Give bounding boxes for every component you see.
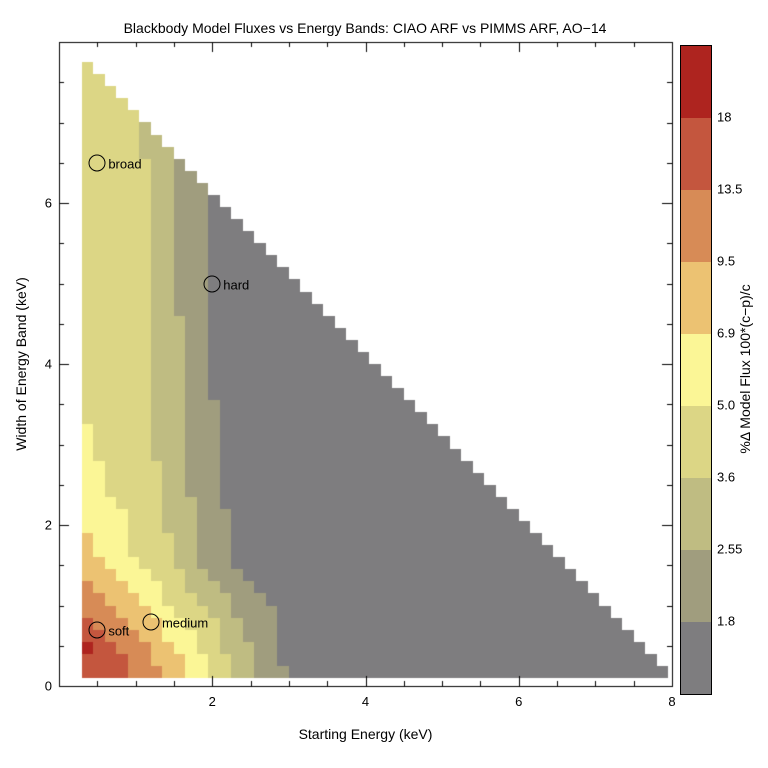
band-point-circle-medium — [142, 613, 160, 631]
colorbar-tick-label: 9.5 — [717, 253, 736, 269]
y-tick-label: 4 — [44, 356, 52, 372]
band-point-circle-broad — [88, 154, 106, 172]
y-axis-label: Width of Energy Band (keV) — [13, 277, 29, 451]
colorbar-band — [681, 118, 711, 190]
x-tick-label: 8 — [668, 694, 676, 709]
colorbar-band — [681, 262, 711, 334]
colorbar-tick-label: 5.0 — [717, 397, 736, 413]
colorbar-tick-label: 13.5 — [717, 181, 743, 197]
x-axis-label: Starting Energy (keV) — [298, 726, 433, 742]
colorbar-tick-label: 1.8 — [717, 613, 736, 629]
colorbar-band — [681, 550, 711, 622]
colorbar-label: %Δ Model Flux 100*(c−p)/c — [737, 284, 753, 454]
colorbar-tick-label: 6.9 — [717, 325, 736, 341]
colorbar-band — [681, 478, 711, 550]
colorbar-band — [681, 622, 711, 694]
colorbar-tick-label: 2.55 — [717, 541, 743, 557]
colorbar-band — [681, 406, 711, 478]
colorbar — [680, 45, 712, 695]
colorbar-tick-label: 3.6 — [717, 469, 736, 485]
colorbar-band — [681, 46, 711, 118]
colorbar-band — [681, 334, 711, 406]
band-point-circle-hard — [203, 275, 221, 292]
colorbar-band — [681, 190, 711, 262]
plot-title: Blackbody Model Fluxes vs Energy Bands: … — [123, 20, 607, 36]
band-point-label-medium: medium — [161, 615, 209, 631]
band-point-label-broad: broad — [108, 156, 142, 172]
y-tick-label: 6 — [44, 195, 52, 211]
band-point-circle-soft — [88, 621, 106, 639]
band-point-label-hard: hard — [223, 277, 250, 292]
y-tick-label: 2 — [44, 517, 52, 533]
y-tick-label: 0 — [44, 678, 52, 694]
x-tick-label: 6 — [515, 694, 523, 709]
x-tick-label: 2 — [208, 694, 216, 709]
x-tick-label: 4 — [361, 694, 370, 709]
band-point-label-soft: soft — [108, 623, 130, 639]
colorbar-tick-label: 18 — [717, 109, 732, 125]
